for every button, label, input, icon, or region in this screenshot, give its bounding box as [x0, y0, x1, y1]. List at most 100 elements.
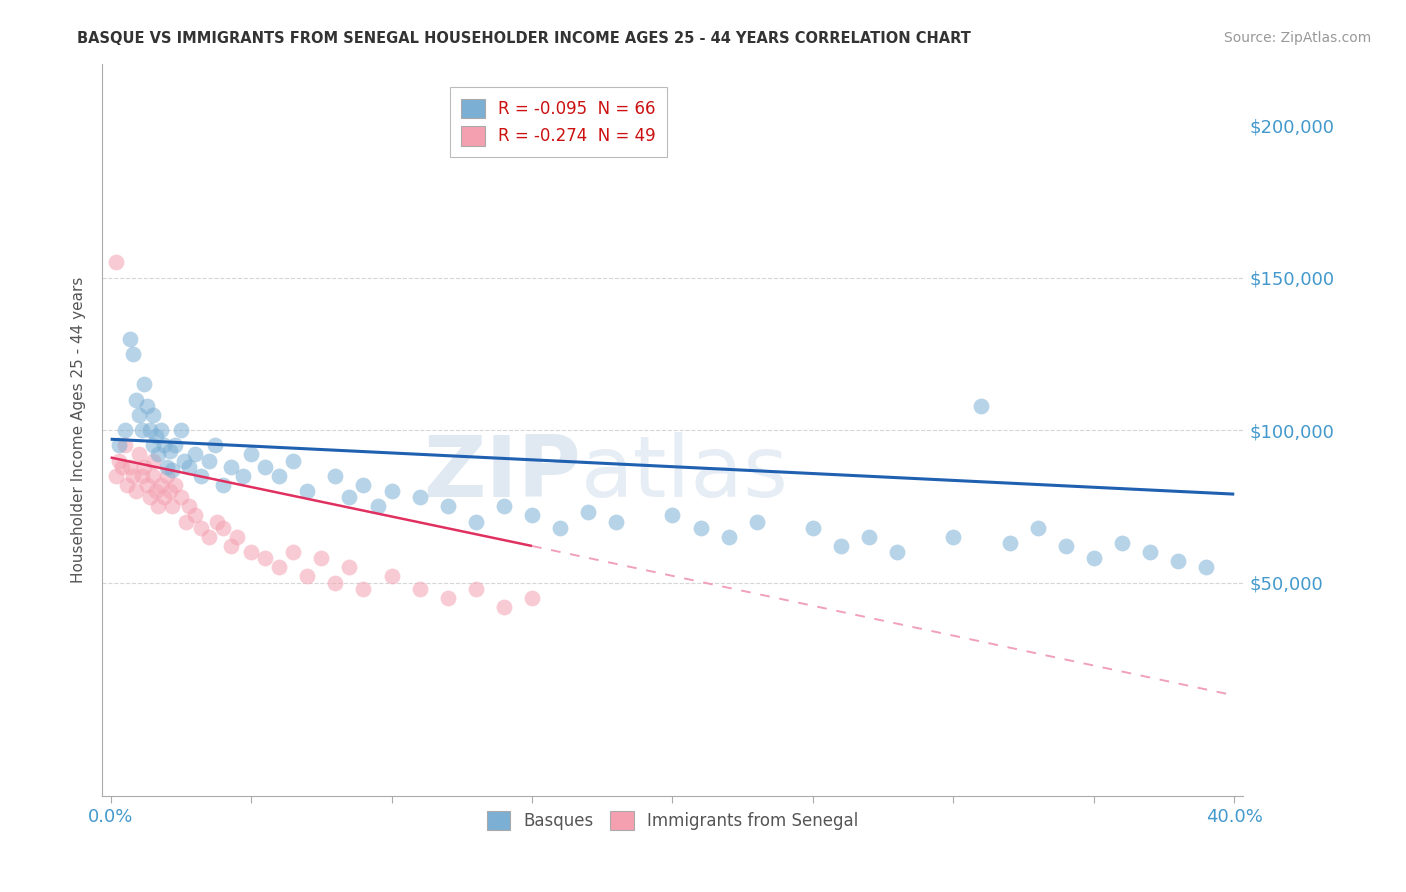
Point	[221, 539, 243, 553]
Point	[1083, 551, 1105, 566]
Point	[212, 521, 235, 535]
Point	[134, 459, 156, 474]
Y-axis label: Householder Income Ages 25 - 44 years: Householder Income Ages 25 - 44 years	[72, 277, 86, 583]
Point	[576, 505, 599, 519]
Point	[184, 508, 207, 523]
Point	[139, 490, 162, 504]
Point	[117, 478, 139, 492]
Point	[408, 490, 430, 504]
Point	[150, 478, 173, 492]
Point	[1111, 536, 1133, 550]
Point	[153, 490, 176, 504]
Point	[184, 448, 207, 462]
Point	[108, 438, 131, 452]
Point	[136, 399, 159, 413]
Point	[240, 545, 263, 559]
Point	[108, 453, 131, 467]
Point	[131, 468, 153, 483]
Point	[145, 429, 167, 443]
Point	[325, 468, 347, 483]
Point	[105, 255, 128, 269]
Point	[179, 500, 201, 514]
Point	[311, 551, 333, 566]
Point	[801, 521, 824, 535]
Point	[179, 459, 201, 474]
Point	[120, 459, 142, 474]
Point	[717, 530, 740, 544]
Point	[297, 569, 319, 583]
Point	[159, 444, 181, 458]
Point	[207, 515, 229, 529]
Point	[380, 484, 402, 499]
Text: BASQUE VS IMMIGRANTS FROM SENEGAL HOUSEHOLDER INCOME AGES 25 - 44 YEARS CORRELAT: BASQUE VS IMMIGRANTS FROM SENEGAL HOUSEH…	[77, 31, 972, 46]
Point	[1054, 539, 1077, 553]
Text: Source: ZipAtlas.com: Source: ZipAtlas.com	[1223, 31, 1371, 45]
Point	[339, 560, 361, 574]
Point	[111, 459, 134, 474]
Point	[380, 569, 402, 583]
Point	[142, 438, 165, 452]
Point	[212, 478, 235, 492]
Point	[159, 484, 181, 499]
Point	[142, 468, 165, 483]
Point	[436, 500, 458, 514]
Point	[269, 468, 291, 483]
Point	[198, 453, 221, 467]
Point	[125, 392, 148, 407]
Point	[886, 545, 908, 559]
Point	[492, 500, 515, 514]
Point	[156, 468, 179, 483]
Point	[325, 575, 347, 590]
Point	[165, 438, 187, 452]
Legend: Basques, Immigrants from Senegal: Basques, Immigrants from Senegal	[482, 806, 863, 835]
Point	[436, 591, 458, 605]
Point	[464, 515, 486, 529]
Point	[1139, 545, 1161, 559]
Point	[689, 521, 711, 535]
Point	[142, 408, 165, 422]
Point	[105, 468, 128, 483]
Point	[970, 399, 993, 413]
Point	[520, 508, 543, 523]
Point	[339, 490, 361, 504]
Point	[156, 459, 179, 474]
Point	[142, 453, 165, 467]
Point	[153, 438, 176, 452]
Point	[464, 582, 486, 596]
Point	[173, 453, 195, 467]
Text: ZIP: ZIP	[423, 433, 581, 516]
Point	[942, 530, 965, 544]
Point	[254, 551, 277, 566]
Point	[998, 536, 1021, 550]
Point	[232, 468, 254, 483]
Point	[165, 478, 187, 492]
Point	[283, 453, 305, 467]
Point	[176, 515, 198, 529]
Point	[134, 377, 156, 392]
Point	[661, 508, 683, 523]
Point	[114, 438, 136, 452]
Point	[162, 463, 184, 477]
Point	[170, 490, 193, 504]
Point	[408, 582, 430, 596]
Point	[1195, 560, 1218, 574]
Point	[148, 448, 170, 462]
Point	[162, 500, 184, 514]
Point	[1026, 521, 1049, 535]
Point	[858, 530, 880, 544]
Point	[139, 423, 162, 437]
Point	[148, 500, 170, 514]
Point	[122, 468, 145, 483]
Point	[190, 468, 212, 483]
Point	[145, 484, 167, 499]
Point	[221, 459, 243, 474]
Point	[128, 408, 150, 422]
Point	[125, 484, 148, 499]
Point	[269, 560, 291, 574]
Point	[198, 530, 221, 544]
Point	[136, 478, 159, 492]
Point	[240, 448, 263, 462]
Point	[190, 521, 212, 535]
Point	[120, 332, 142, 346]
Point	[204, 438, 226, 452]
